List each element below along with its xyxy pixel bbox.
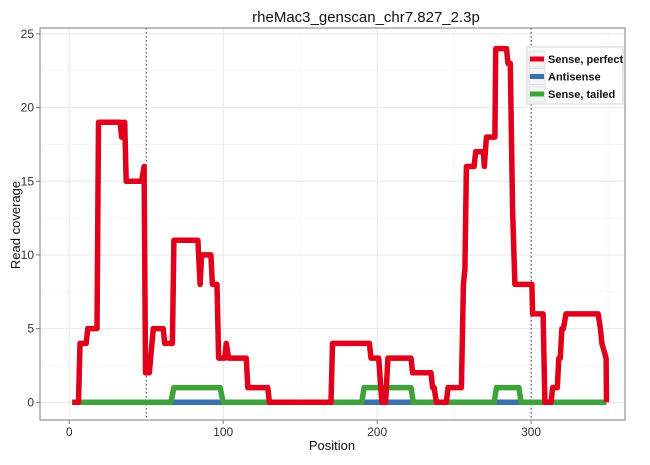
chart-title: rheMac3_genscan_chr7.827_2.3p [252,9,480,26]
legend-label: Antisense [548,72,601,84]
series-line-sense-tailed [72,384,607,406]
x-axis-label: Position [309,438,355,453]
x-tick-label: 200 [367,425,387,439]
y-tick-label: 0 [27,395,34,409]
y-axis-label: Read coverage [8,181,23,269]
axes: 0 100 200 300 0 5 10 15 20 25 [21,27,542,439]
y-tick-label: 20 [21,101,35,115]
legend-label: Sense, perfect [548,54,624,66]
y-tick-label: 10 [21,248,35,262]
y-tick-label: 5 [27,322,34,336]
x-tick-label: 300 [521,425,541,439]
y-tick-label: 15 [21,174,35,188]
x-tick-label: 100 [213,425,233,439]
x-tick-label: 0 [66,425,73,439]
series-lines [72,45,610,406]
plot-border [39,27,626,421]
reference-lines [145,28,532,420]
y-tick-label: 25 [21,27,35,41]
series-line-sense-perfect [72,45,610,406]
legend-label: Sense, tailed [548,89,615,101]
legend: Sense, perfect Antisense Sense, tailed [526,46,624,105]
